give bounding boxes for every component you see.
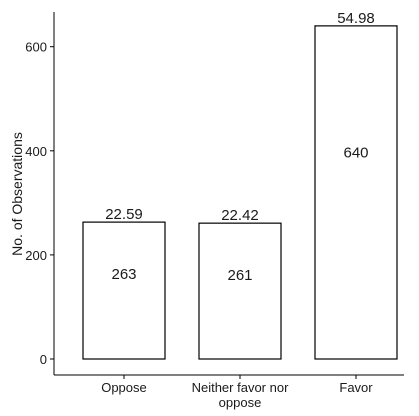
bar-value-label: 640 <box>343 144 368 161</box>
y-tick-label: 200 <box>25 248 47 263</box>
bar-percent-label: 22.59 <box>105 206 143 223</box>
bar <box>82 221 166 360</box>
y-tick-label: 600 <box>25 40 47 55</box>
x-tick-label: Neither favor nor oppose <box>192 380 289 410</box>
y-axis-title: No. of Observations <box>9 132 25 256</box>
y-tick-label: 0 <box>40 352 47 367</box>
bar-percent-label: 22.42 <box>221 207 259 224</box>
bar <box>314 25 398 360</box>
bar-value-label: 263 <box>111 266 136 283</box>
y-ticks: 0 200 400 600 <box>25 40 54 367</box>
x-tick-label: Oppose <box>101 380 147 395</box>
axes <box>53 12 404 376</box>
x-tick-label: Favor <box>339 380 373 395</box>
bar <box>198 222 282 360</box>
bar-percent-label: 54.98 <box>337 10 375 27</box>
bars: 263 22.59 261 22.42 640 54.98 <box>82 10 398 360</box>
bar-value-label: 261 <box>227 267 252 284</box>
x-labels: Oppose Neither favor nor oppose Favor <box>101 375 373 410</box>
y-tick-label: 400 <box>25 144 47 159</box>
